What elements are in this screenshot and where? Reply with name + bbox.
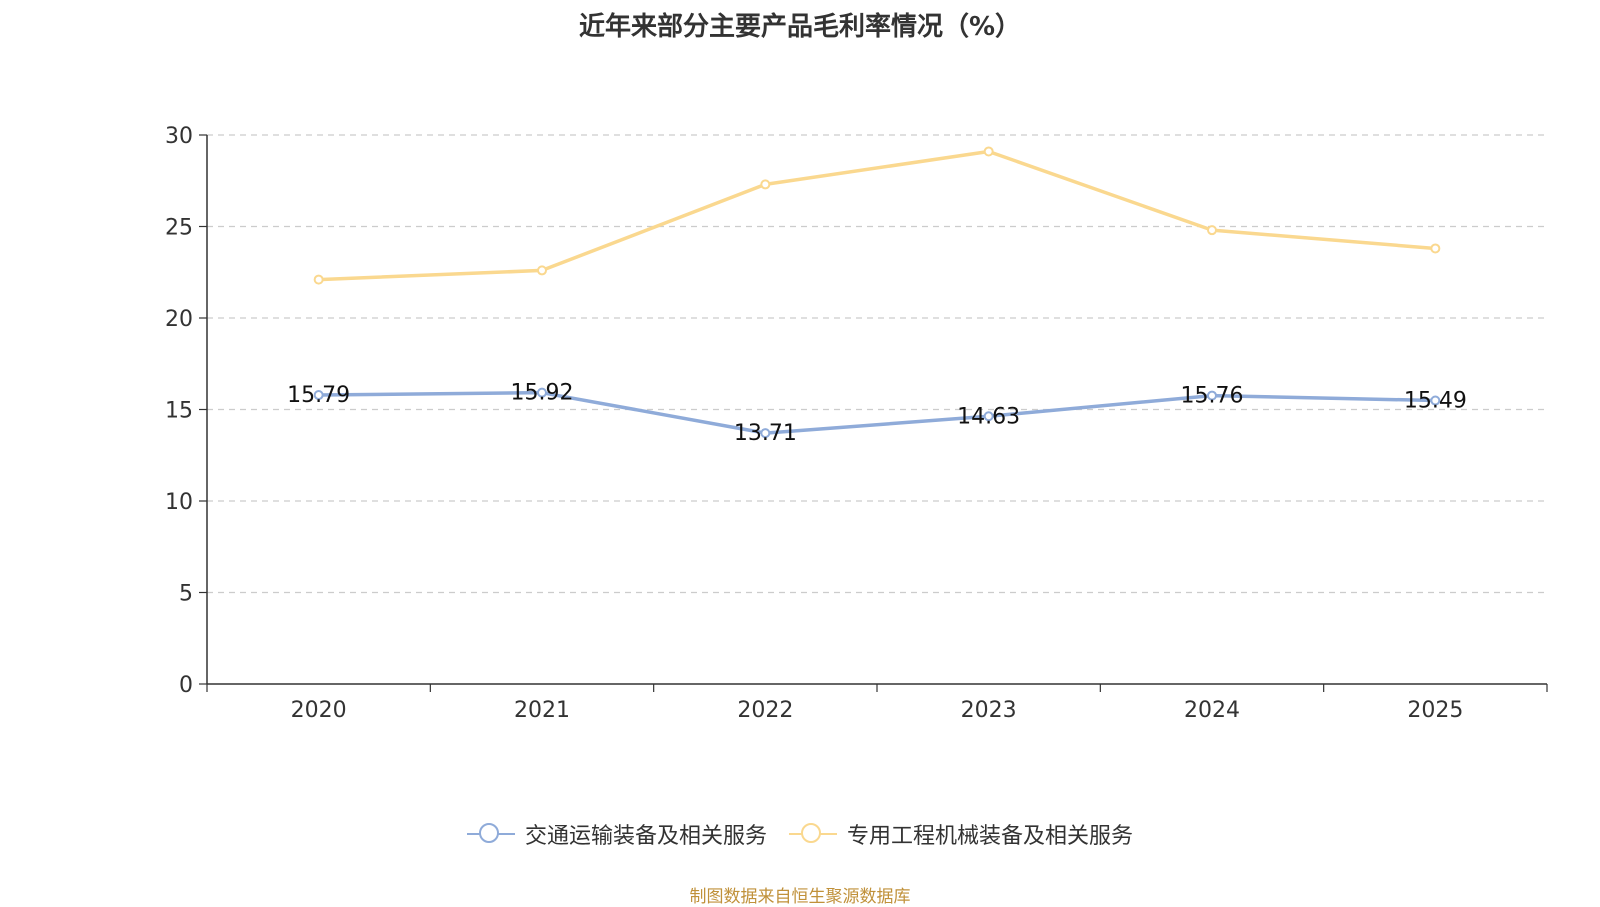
x-tick-label-2022: 2022: [737, 698, 793, 723]
series-line-0: [318, 390, 1436, 435]
point-1-2024: [1207, 225, 1217, 236]
x-tick-label-2021: 2021: [514, 698, 570, 723]
legend-label-transport: 交通运输装备及相关服务: [524, 824, 767, 849]
series-lines: [313, 146, 1441, 439]
x-tick-label-2023: 2023: [961, 698, 1017, 723]
point-1-2021: [537, 265, 547, 276]
point-1-2020: [313, 274, 324, 285]
data-label-0-2023: 14.63: [957, 404, 1020, 429]
legend-label-engineering: 专用工程机械装备及相关服务: [847, 824, 1134, 849]
data-label-0-2022: 13.71: [734, 421, 797, 446]
y-tick-label-30: 30: [165, 124, 193, 149]
point-0-2022: [760, 428, 771, 439]
x-tick-label-2025: 2025: [1407, 698, 1463, 723]
point-1-2022: [760, 179, 771, 190]
legend-swatch-engineering: [789, 823, 837, 845]
point-1-2025: [1430, 243, 1441, 254]
y-tick-label-5: 5: [179, 582, 193, 607]
data-label-0-2021: 15.92: [511, 381, 574, 406]
grid-lines: [207, 134, 1547, 594]
point-0-2024: [1207, 390, 1217, 401]
point-0-2021: [537, 387, 547, 398]
point-0-2025: [1430, 395, 1441, 406]
point-0-2023: [983, 411, 994, 422]
chart-title: 近年来部分主要产品毛利率情况（%）: [578, 12, 1022, 42]
series-line-1: [318, 149, 1436, 282]
legend-item-transport[interactable]: 交通运输装备及相关服务: [466, 818, 767, 850]
y-tick-label-10: 10: [165, 490, 193, 515]
y-tick-label-20: 20: [165, 307, 193, 332]
data-label-0-2024: 15.76: [1181, 384, 1244, 409]
data-labels: 15.79 15.92 13.71 14.63 15.76 15.49: [287, 381, 1467, 446]
legend-item-engineering[interactable]: 专用工程机械装备及相关服务: [789, 818, 1133, 850]
point-1-2023: [983, 146, 994, 157]
data-label-0-2020: 15.79: [287, 383, 350, 408]
legend: 交通运输装备及相关服务 专用工程机械装备及相关服务: [0, 818, 1600, 850]
legend-swatch-transport: [466, 823, 515, 845]
y-tick-label-25: 25: [165, 216, 193, 241]
x-tick-label-2020: 2020: [291, 698, 347, 723]
source-note: 制图数据来自恒生聚源数据库: [689, 887, 911, 907]
y-tick-label-0: 0: [179, 673, 193, 698]
y-tick-label-15: 15: [165, 399, 193, 424]
point-0-2020: [313, 390, 324, 401]
x-tick-label-2024: 2024: [1184, 698, 1240, 723]
data-label-0-2025: 15.49: [1404, 389, 1467, 414]
